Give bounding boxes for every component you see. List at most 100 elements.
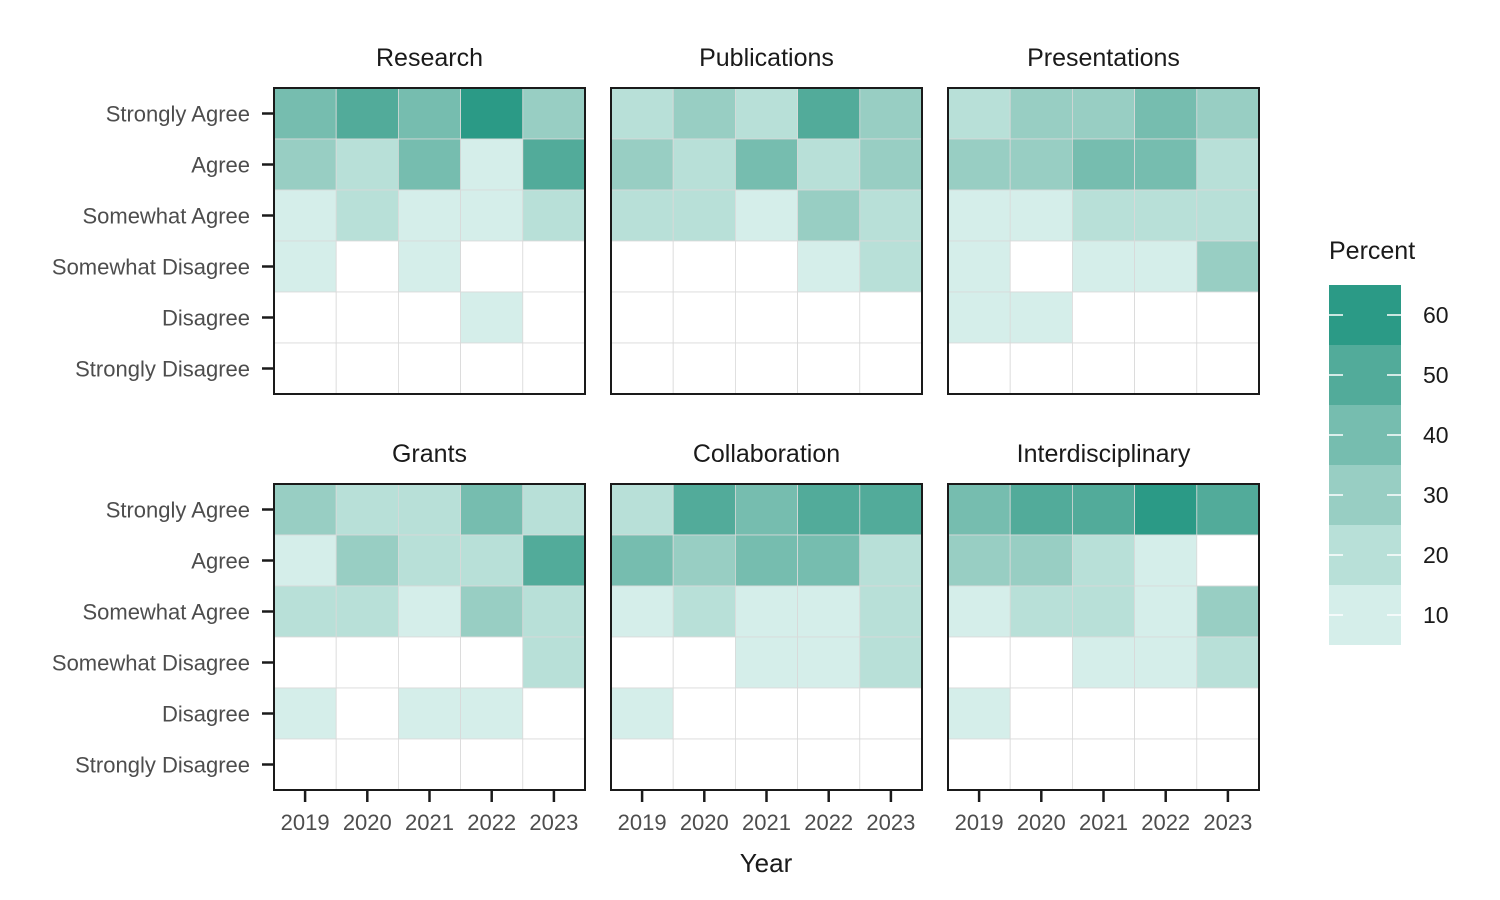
heatmap-cell (1009, 291, 1073, 344)
heatmap-cell (397, 189, 461, 242)
heatmap-cell (335, 189, 399, 242)
heatmap-cell (610, 240, 674, 293)
y-tick-label: Strongly Agree (106, 498, 250, 523)
x-tick-label: 2023 (1203, 810, 1252, 835)
heatmap-cell (522, 585, 586, 638)
heatmap-cell (947, 585, 1011, 638)
heatmap-cell (273, 87, 337, 140)
heatmap-cell (522, 687, 586, 740)
heatmap-cell (1009, 342, 1073, 395)
y-tick-label: Somewhat Agree (82, 600, 250, 625)
facet-research: Research Strongly Agree Agree Somewhat Agre… (52, 44, 586, 395)
heatmap-cell (1134, 636, 1198, 689)
heatmap-cell (1009, 240, 1073, 293)
heatmap-cell (735, 738, 799, 791)
heatmap-cell (672, 534, 736, 587)
heatmap-cell (1072, 483, 1136, 536)
heatmap-cell (859, 189, 923, 242)
heatmap-cell (1196, 483, 1260, 536)
heatmap-cell (610, 636, 674, 689)
heatmap-cell (1072, 738, 1136, 791)
heatmap-cell (735, 291, 799, 344)
heatmap-cell (460, 342, 524, 395)
heatmap-cell (610, 138, 674, 191)
facet-title: Research (376, 44, 483, 72)
heatmap-cell (397, 534, 461, 587)
heatmap-cell (335, 738, 399, 791)
heatmap-cell (522, 240, 586, 293)
heatmap-cell (735, 87, 799, 140)
heatmap-cell (1196, 636, 1260, 689)
y-tick-label: Disagree (162, 702, 250, 727)
heatmap-cell (397, 585, 461, 638)
heatmap-cell (1134, 534, 1198, 587)
heatmap-cell (1009, 636, 1073, 689)
heatmap-cell (947, 189, 1011, 242)
heatmap-cell (460, 87, 524, 140)
heatmap-cell (1072, 240, 1136, 293)
heatmap-cell (273, 240, 337, 293)
heatmap-cell (1072, 342, 1136, 395)
heatmap-cell (610, 687, 674, 740)
heatmap-cell (1196, 189, 1260, 242)
heatmap-cell (610, 483, 674, 536)
heatmap-cell (859, 636, 923, 689)
y-tick-label: Somewhat Agree (82, 204, 250, 229)
x-tick-label: 2023 (866, 810, 915, 835)
legend-label: 10 (1423, 602, 1449, 628)
heatmap-cell (397, 138, 461, 191)
heatmap-cell (672, 342, 736, 395)
legend-title: Percent (1329, 237, 1415, 265)
heatmap-cell (735, 534, 799, 587)
y-tick-label: Strongly Agree (106, 102, 250, 127)
heatmap-cell (1009, 738, 1073, 791)
heatmap-cell (1134, 189, 1198, 242)
heatmap-cell (460, 585, 524, 638)
heatmap-cell (735, 189, 799, 242)
heatmap-cell (522, 291, 586, 344)
x-tick-label: 2020 (1017, 810, 1066, 835)
heatmap-cell (797, 240, 861, 293)
heatmap-cell (1134, 87, 1198, 140)
heatmap-cell (1196, 291, 1260, 344)
heatmap-cell (335, 687, 399, 740)
heatmap-cell (460, 189, 524, 242)
heatmap-cell (273, 636, 337, 689)
heatmap-cell (460, 636, 524, 689)
facet-grants: Grants Strongly Agree Agree Somewhat Agree S… (52, 440, 586, 835)
heatmap-cell (859, 687, 923, 740)
panel-border (610, 87, 923, 395)
heatmap-cell (1072, 687, 1136, 740)
heatmap-cell (522, 342, 586, 395)
heatmap-cell (947, 342, 1011, 395)
heatmap-cell (1072, 534, 1136, 587)
heatmap-cell (672, 585, 736, 638)
x-tick-label: 2021 (742, 810, 791, 835)
y-tick-label: Strongly Disagree (75, 357, 250, 382)
heatmap-cell (1072, 291, 1136, 344)
heatmap-cell (1009, 87, 1073, 140)
heatmap-cell (335, 534, 399, 587)
heatmap-cell (859, 87, 923, 140)
heatmap-cell (397, 636, 461, 689)
heatmap-cell (672, 738, 736, 791)
panel-border (273, 87, 586, 395)
heatmap-cell (522, 87, 586, 140)
heatmap-cell (610, 534, 674, 587)
heatmap-cell (460, 240, 524, 293)
heatmap-cell (797, 585, 861, 638)
heatmap-cell (1009, 585, 1073, 638)
x-tick-label: 2023 (529, 810, 578, 835)
heatmap-cell (672, 687, 736, 740)
heatmap-cell (273, 189, 337, 242)
heatmap-cell (672, 138, 736, 191)
heatmap-cell (273, 534, 337, 587)
facet-publications: Publications (610, 44, 923, 395)
heatmap-cell (947, 636, 1011, 689)
heatmap-cell (859, 738, 923, 791)
facet-title: Collaboration (693, 440, 840, 468)
heatmap-cell (610, 342, 674, 395)
y-tick-label: Strongly Disagree (75, 753, 250, 778)
heatmap-cell (672, 291, 736, 344)
heatmap-cell (610, 738, 674, 791)
